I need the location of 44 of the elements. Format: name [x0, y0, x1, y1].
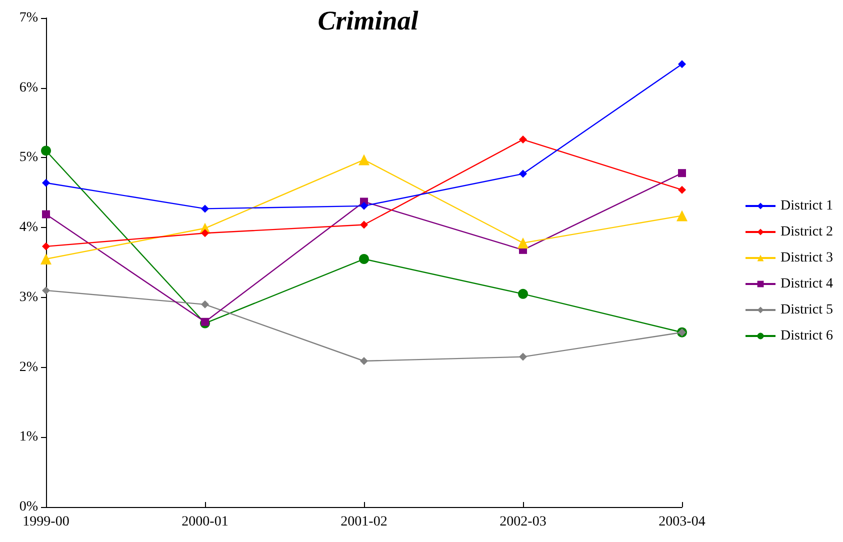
point — [42, 178, 50, 187]
point — [360, 357, 368, 365]
point — [518, 237, 528, 248]
point — [519, 352, 527, 361]
point — [201, 204, 209, 213]
chart-title: Criminal — [318, 6, 419, 36]
point — [358, 154, 370, 166]
legend-label: District 4 — [780, 276, 834, 292]
point — [42, 286, 50, 294]
point — [201, 229, 209, 238]
point — [201, 318, 209, 326]
point — [42, 242, 50, 250]
point — [201, 300, 209, 308]
point — [360, 220, 368, 229]
point — [359, 254, 369, 264]
y-tick-label: 7% — [19, 10, 38, 26]
legend-label: District 6 — [780, 328, 834, 344]
y-tick-label: 6% — [19, 80, 38, 96]
point — [678, 169, 686, 178]
point — [40, 254, 52, 265]
point — [41, 146, 51, 156]
point — [360, 202, 368, 210]
point — [678, 186, 686, 194]
x-tick-label: 2000-01 — [182, 514, 228, 530]
y-tick-label: 2% — [19, 360, 38, 375]
point — [676, 210, 688, 222]
x-tick-label: 2002-03 — [500, 514, 546, 530]
y-tick-label: 3% — [19, 290, 38, 305]
x-tick-label: 1999-00 — [22, 514, 70, 530]
point — [42, 210, 50, 218]
x-tick-label: 2001-02 — [340, 514, 388, 530]
legend-label: District 1 — [780, 198, 834, 214]
y-tick-label: 0% — [19, 500, 38, 514]
point — [519, 170, 527, 178]
point — [678, 60, 686, 68]
y-tick-label: 4% — [19, 220, 38, 236]
legend-label: District 3 — [780, 250, 834, 266]
legend-label: District 5 — [780, 302, 834, 318]
point — [518, 288, 528, 299]
x-tick-label: 2003-04 — [658, 514, 706, 530]
legend-label: District 2 — [780, 224, 834, 240]
y-tick-label: 5% — [19, 150, 38, 166]
point — [519, 136, 527, 144]
y-tick-label: 1% — [19, 430, 38, 445]
